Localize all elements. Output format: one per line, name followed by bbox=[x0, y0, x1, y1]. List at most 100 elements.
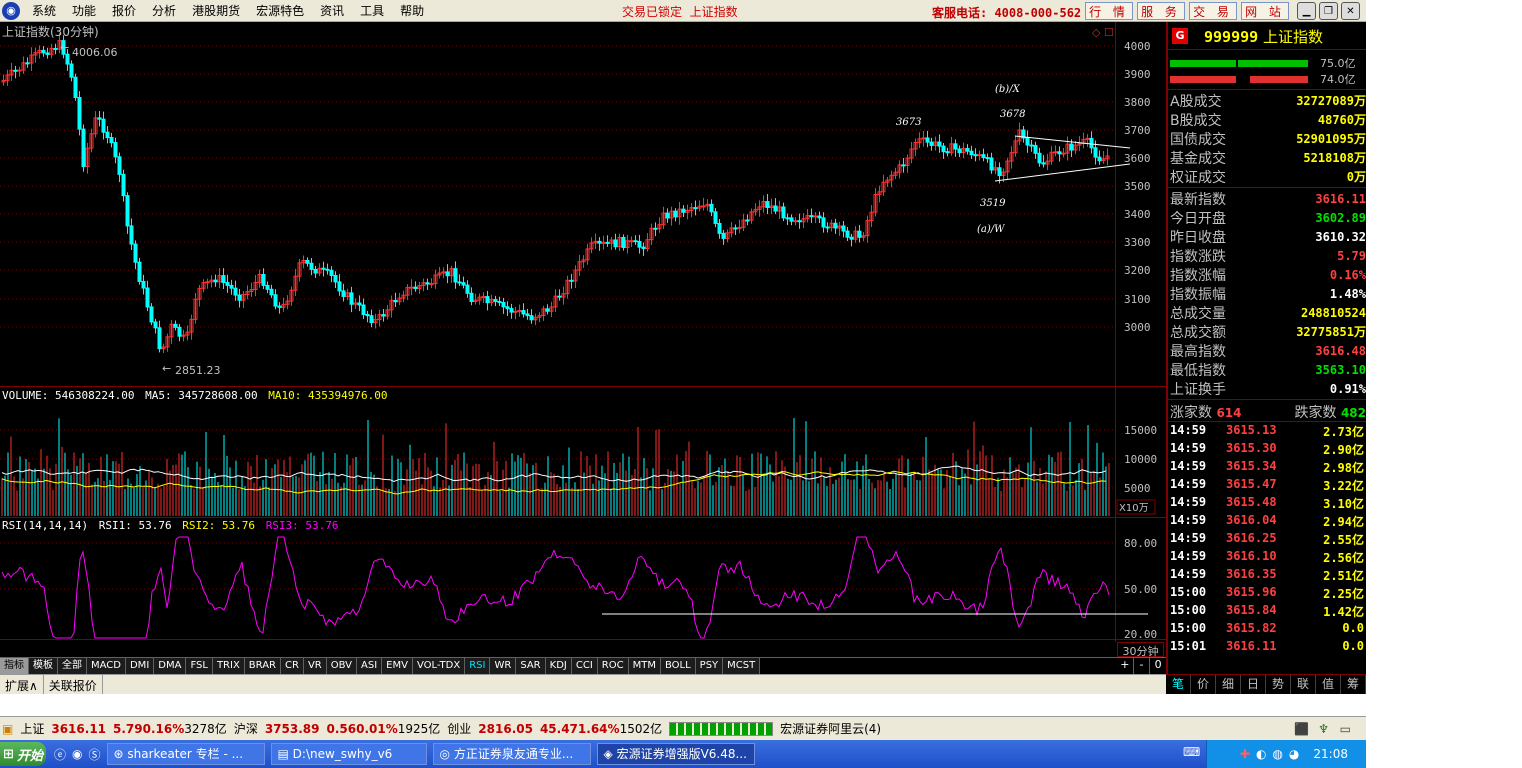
indicator-tab-cr[interactable]: CR bbox=[281, 658, 304, 674]
tray-icon[interactable]: ✚ bbox=[1239, 747, 1250, 761]
stat-row-value: 3616.48 bbox=[1315, 343, 1366, 358]
windows-logo-icon: ⊞ bbox=[3, 746, 14, 762]
indicator-tab-全部[interactable]: 全部 bbox=[58, 658, 87, 674]
indicator-tab-kdj[interactable]: KDJ bbox=[545, 658, 572, 674]
menu-item-system[interactable]: 系统 bbox=[32, 4, 57, 18]
indicator-tab-sar[interactable]: SAR bbox=[516, 658, 546, 674]
menu-bar: ◉ 系统 功能 报价 分析 港股期货 宏源特色 资讯 工具 帮助 交易已锁定 上… bbox=[0, 0, 1366, 22]
quote-panel-tab[interactable]: 联 bbox=[1291, 675, 1316, 694]
cy-index[interactable]: 创业 2816.05 bbox=[447, 722, 533, 736]
volume-row: 国债成交 52901095万 bbox=[1170, 129, 1366, 148]
chart-corner-icon[interactable]: ◇ ☐ bbox=[1092, 26, 1114, 39]
quote-panel-tab[interactable]: 势 bbox=[1266, 675, 1291, 694]
tray-icon[interactable]: ◍ bbox=[1272, 747, 1283, 761]
menu-item-hongyuan[interactable]: 宏源特色 bbox=[256, 4, 305, 18]
sh-index[interactable]: 上证 3616.11 bbox=[20, 722, 107, 736]
indicator-tab-rsi[interactable]: RSI bbox=[465, 658, 491, 674]
task-fangzheng[interactable]: ◎ 方正证券泉友通专业... bbox=[432, 743, 591, 765]
hs-index[interactable]: 沪深 3753.89 bbox=[233, 722, 320, 736]
task-folder[interactable]: ▤ D:\new_swhy_v6 bbox=[270, 743, 427, 765]
start-button[interactable]: ⊞ 开始 bbox=[0, 742, 46, 766]
menu-item-tools[interactable]: 工具 bbox=[360, 4, 385, 18]
cy-pct: 1.64% bbox=[577, 721, 620, 736]
tray-icon[interactable]: ◐ bbox=[1255, 747, 1267, 761]
indicator-tab-macd[interactable]: MACD bbox=[87, 658, 126, 674]
restore-icon[interactable]: ❐ bbox=[1319, 2, 1338, 20]
indicator-tab-wr[interactable]: WR bbox=[490, 658, 517, 674]
stat-row-label: 指数涨跌 bbox=[1170, 248, 1226, 265]
quicklaunch-ie-icon[interactable]: ⓔ bbox=[54, 747, 67, 762]
indicator-tab-trix[interactable]: TRIX bbox=[212, 658, 245, 674]
quote-panel-tab[interactable]: 值 bbox=[1316, 675, 1341, 694]
indicator-tab-asi[interactable]: ASI bbox=[357, 658, 383, 674]
rsi-axis-label: 50.00 bbox=[1124, 583, 1157, 596]
indicator-tab-dma[interactable]: DMA bbox=[154, 658, 187, 674]
indicator-tab-dmi[interactable]: DMI bbox=[125, 658, 155, 674]
menu-item-help[interactable]: 帮助 bbox=[400, 4, 425, 18]
quicklaunch-app-icon[interactable]: Ⓢ bbox=[88, 747, 101, 762]
indicator-tab-obv[interactable]: OBV bbox=[326, 658, 357, 674]
quote-panel-tab[interactable]: 价 bbox=[1191, 675, 1216, 694]
indicator-tab-模板[interactable]: 模板 bbox=[29, 658, 58, 674]
indicator-tab-vol-tdx[interactable]: VOL-TDX bbox=[412, 658, 466, 674]
trading-app-window: ◉ 系统 功能 报价 分析 港股期货 宏源特色 资讯 工具 帮助 交易已锁定 上… bbox=[0, 0, 1366, 768]
indicator-tab-指标[interactable]: 指标 bbox=[0, 658, 29, 674]
zoom-reset-button[interactable]: 0 bbox=[1154, 658, 1162, 671]
app-logo-icon: ◉ bbox=[2, 1, 20, 20]
stat-row-label: 指数涨幅 bbox=[1170, 267, 1226, 284]
menu-item-hk-futures[interactable]: 港股期货 bbox=[192, 4, 241, 18]
indicator-tab-mcst[interactable]: MCST bbox=[723, 658, 761, 674]
zoom-out-button[interactable]: - bbox=[1134, 658, 1151, 674]
notice-icon[interactable]: ⬛ bbox=[1294, 721, 1309, 736]
trade-button[interactable]: 交 易 bbox=[1189, 2, 1237, 20]
chart-area[interactable]: 上证指数(30分钟) ◇ ☐ 4006.06 ← 2851.23 ← 3673 … bbox=[0, 22, 1166, 658]
quote-panel: G 999999 上证指数 75.0亿 74.0亿 A股成交 32727089万 B… bbox=[1166, 22, 1366, 694]
task-hongyuan[interactable]: ◈ 宏源证券增强版V6.48... bbox=[596, 743, 755, 765]
kline-chart[interactable]: 上证指数(30分钟) ◇ ☐ 4006.06 ← 2851.23 ← 3673 … bbox=[0, 22, 1166, 642]
period-label[interactable]: 30分钟 bbox=[1117, 642, 1164, 658]
service-button[interactable]: 服 务 bbox=[1137, 2, 1185, 20]
menu-item-analysis[interactable]: 分析 bbox=[152, 4, 177, 18]
price-axis-label: 3800 bbox=[1124, 96, 1151, 109]
clock[interactable]: 21:08 bbox=[1313, 747, 1348, 761]
website-button[interactable]: 网 站 bbox=[1241, 2, 1289, 20]
system-tray: ✚ ◐ ◍ ◕ 21:08 bbox=[1206, 740, 1366, 768]
quote-button[interactable]: 行 情 bbox=[1085, 2, 1133, 20]
related-quotes-tab[interactable]: 关联报价 bbox=[44, 675, 103, 694]
quote-panel-tab[interactable]: 笔 bbox=[1166, 675, 1191, 694]
menu-item-quotes[interactable]: 报价 bbox=[112, 4, 137, 18]
close-icon[interactable]: ✕ bbox=[1341, 2, 1360, 20]
rsi-indicator-name: RSI(14,14,14) bbox=[2, 519, 88, 532]
quote-panel-tab[interactable]: 筹 bbox=[1341, 675, 1366, 694]
keyboard-icon[interactable]: ⌨ bbox=[1183, 745, 1201, 759]
tick-price: 3615.47 bbox=[1226, 477, 1277, 491]
settings-icon[interactable]: ▭ bbox=[1339, 721, 1351, 736]
expand-tab[interactable]: 扩展∧ bbox=[0, 675, 44, 694]
tray-icon[interactable]: ◕ bbox=[1288, 747, 1300, 761]
minimize-icon[interactable]: ▁ bbox=[1297, 2, 1316, 20]
quicklaunch-media-icon[interactable]: ◉ bbox=[72, 747, 83, 761]
tick-time: 15:01 bbox=[1170, 639, 1207, 653]
zoom-in-button[interactable]: + bbox=[1117, 658, 1134, 674]
indicator-tab-cci[interactable]: CCI bbox=[571, 658, 598, 674]
task-browser[interactable]: ⊛ sharkeater 专栏 - ... bbox=[106, 743, 265, 765]
menu-item-news[interactable]: 资讯 bbox=[320, 4, 345, 18]
volume-axis-label: 15000 bbox=[1124, 424, 1157, 437]
indicator-tab-psy[interactable]: PSY bbox=[695, 658, 724, 674]
tick-time: 14:59 bbox=[1170, 423, 1207, 437]
indicator-tab-mtm[interactable]: MTM bbox=[628, 658, 661, 674]
indicator-tab-vr[interactable]: VR bbox=[303, 658, 327, 674]
menu-item-function[interactable]: 功能 bbox=[72, 4, 97, 18]
indicator-tab-brar[interactable]: BRAR bbox=[244, 658, 281, 674]
indicator-tab-roc[interactable]: ROC bbox=[597, 658, 629, 674]
tick-amount: 3.10亿 bbox=[1323, 497, 1364, 511]
quote-panel-tab[interactable]: 细 bbox=[1216, 675, 1241, 694]
volume-row: 基金成交 5218108万 bbox=[1170, 148, 1366, 167]
indicator-tab-fsl[interactable]: FSL bbox=[186, 658, 213, 674]
wave-label-3678: 3678 bbox=[1000, 109, 1025, 120]
indicator-tab-boll[interactable]: BOLL bbox=[660, 658, 696, 674]
quote-panel-tab[interactable]: 日 bbox=[1241, 675, 1266, 694]
hs-amount: 1925亿 bbox=[397, 722, 441, 736]
tick-amount: 2.73亿 bbox=[1323, 425, 1364, 439]
indicator-tab-emv[interactable]: EMV bbox=[382, 658, 413, 674]
